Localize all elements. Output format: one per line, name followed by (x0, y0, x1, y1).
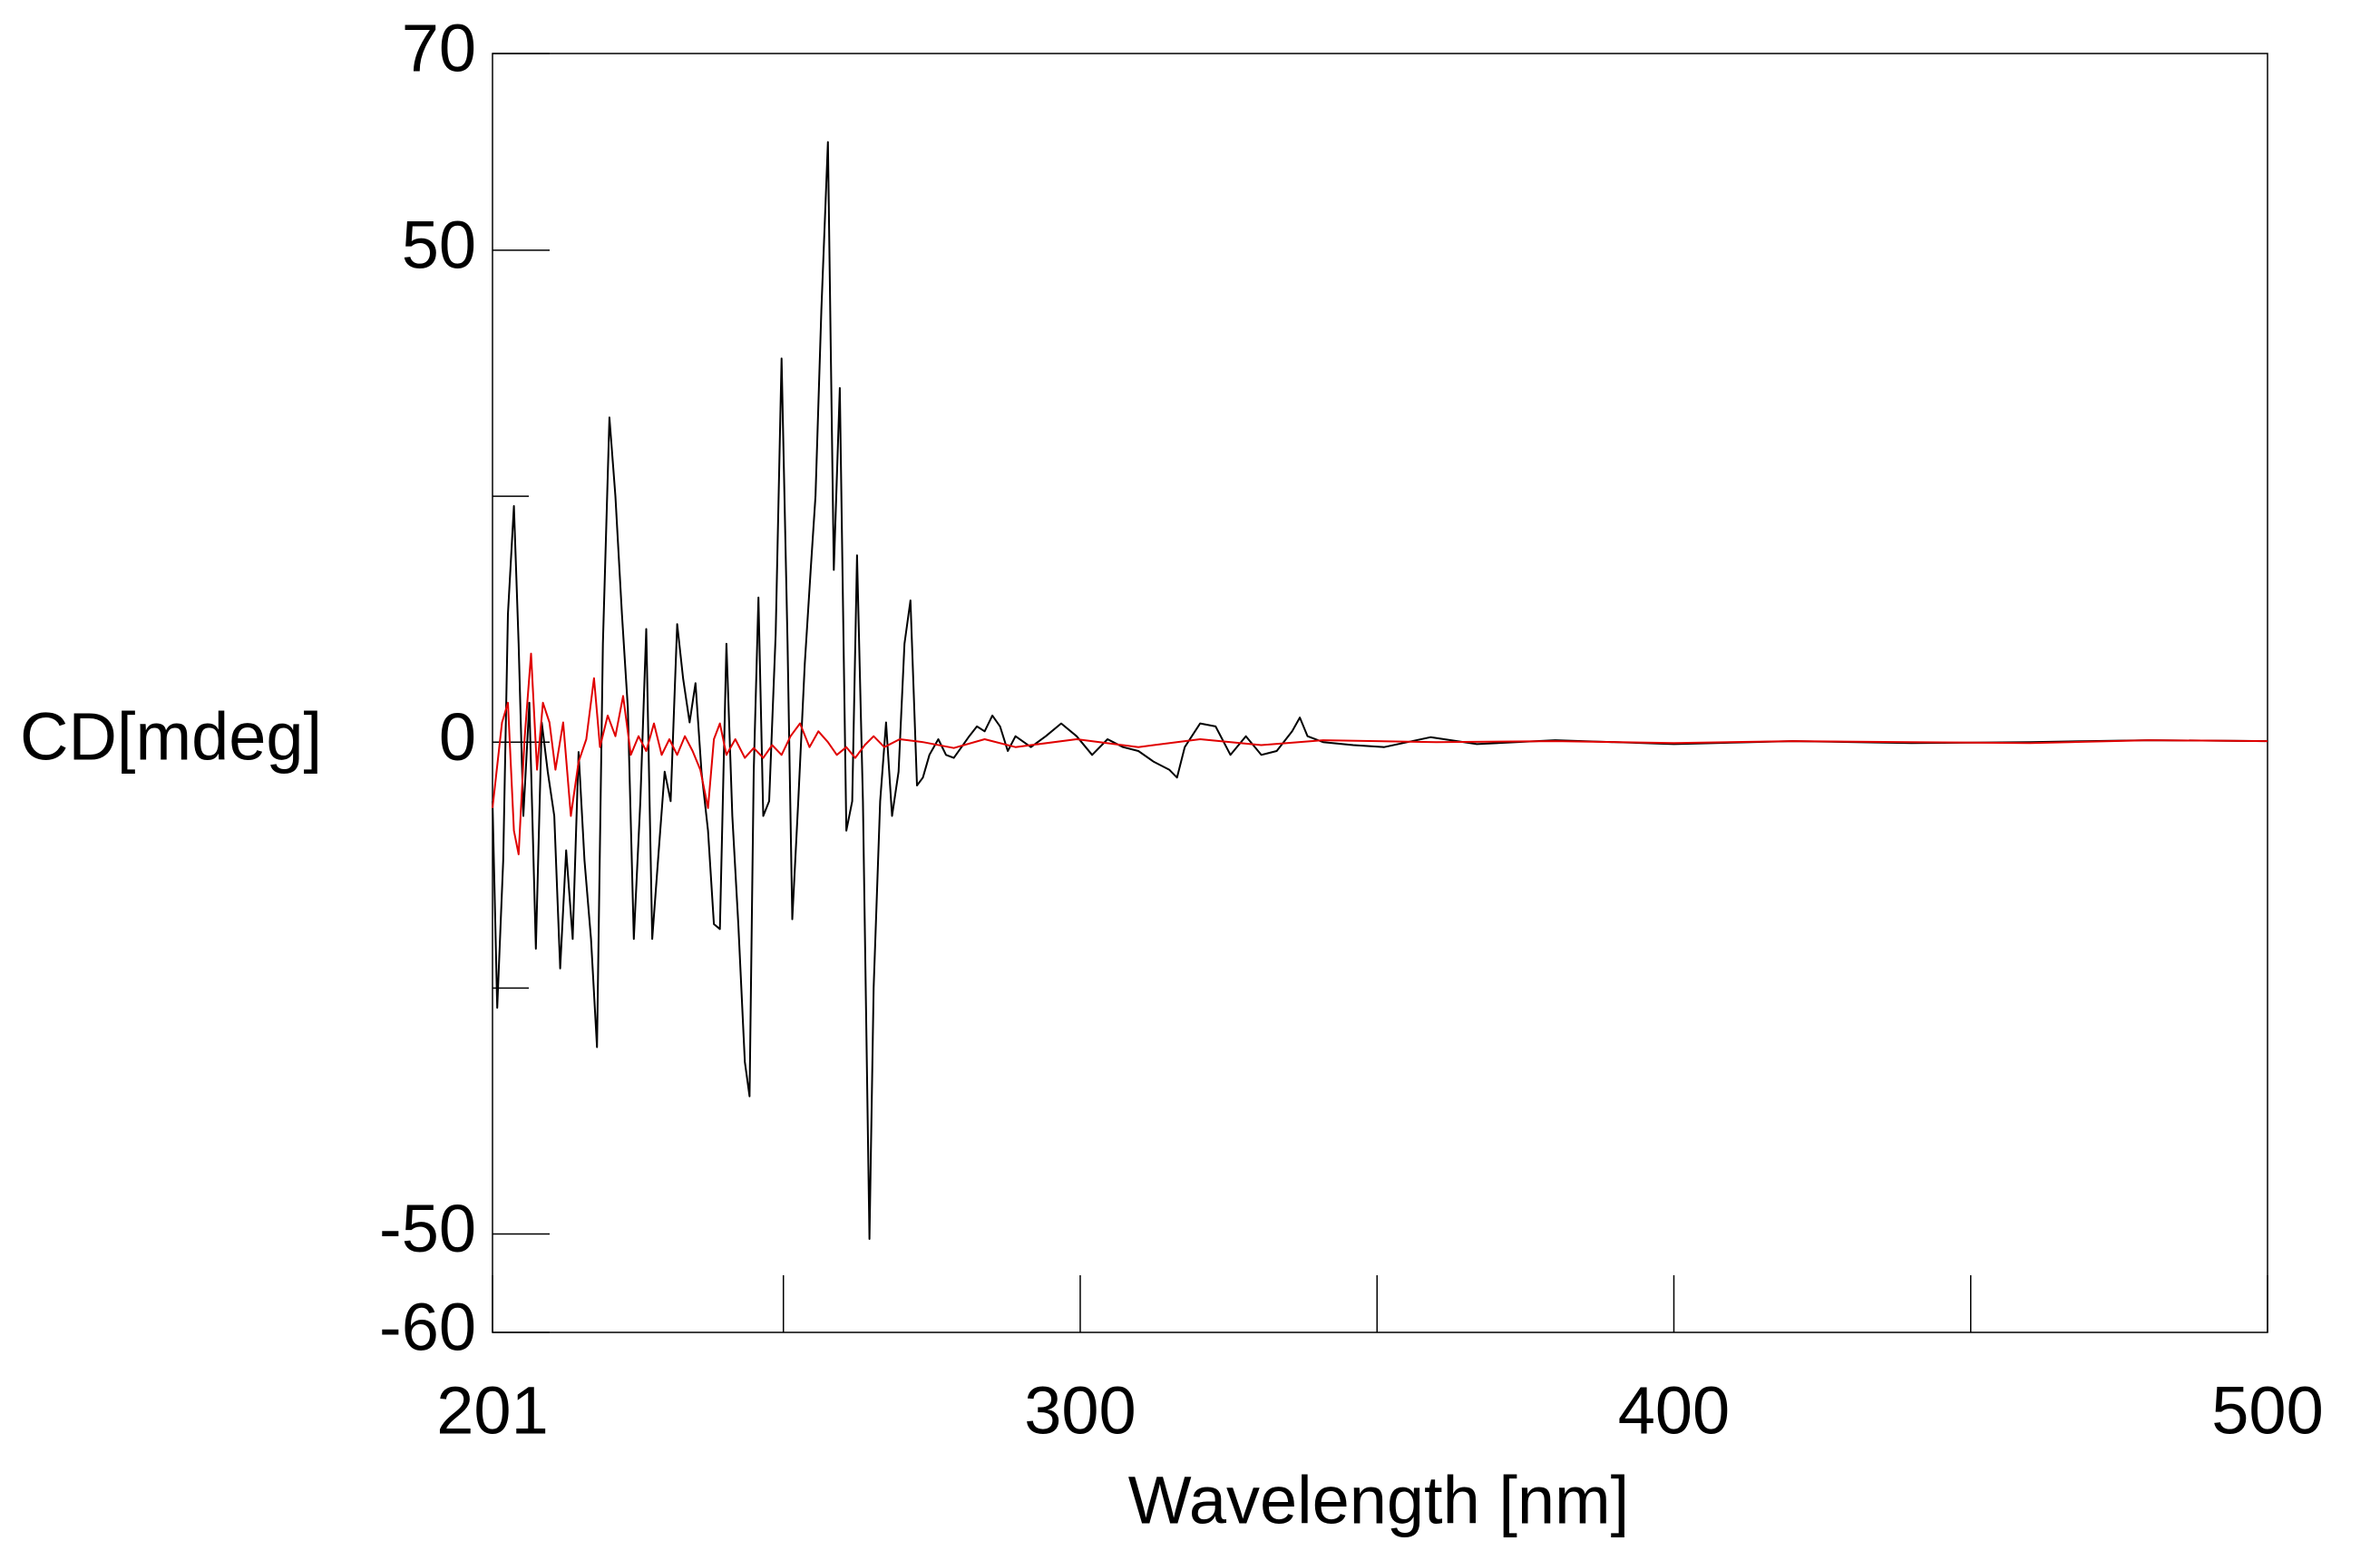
y-tick-label: 0 (439, 699, 476, 775)
y-tick-label: -50 (379, 1191, 476, 1266)
y-tick-label: -60 (379, 1290, 476, 1365)
x-tick-label: 500 (2211, 1373, 2323, 1448)
x-tick-label: 201 (436, 1373, 548, 1448)
data-line (492, 652, 2268, 855)
y-tick-label: 70 (402, 11, 476, 86)
x-axis-label: Wavelength [nm] (1128, 1463, 1630, 1538)
x-tick-label: 400 (1618, 1373, 1730, 1448)
y-tick-label: 50 (402, 207, 476, 282)
y-axis-label: CD[mdeg] (20, 699, 322, 775)
plot-frame (492, 53, 2268, 1333)
x-tick-label: 300 (1024, 1373, 1136, 1448)
data-line (492, 141, 2268, 1240)
